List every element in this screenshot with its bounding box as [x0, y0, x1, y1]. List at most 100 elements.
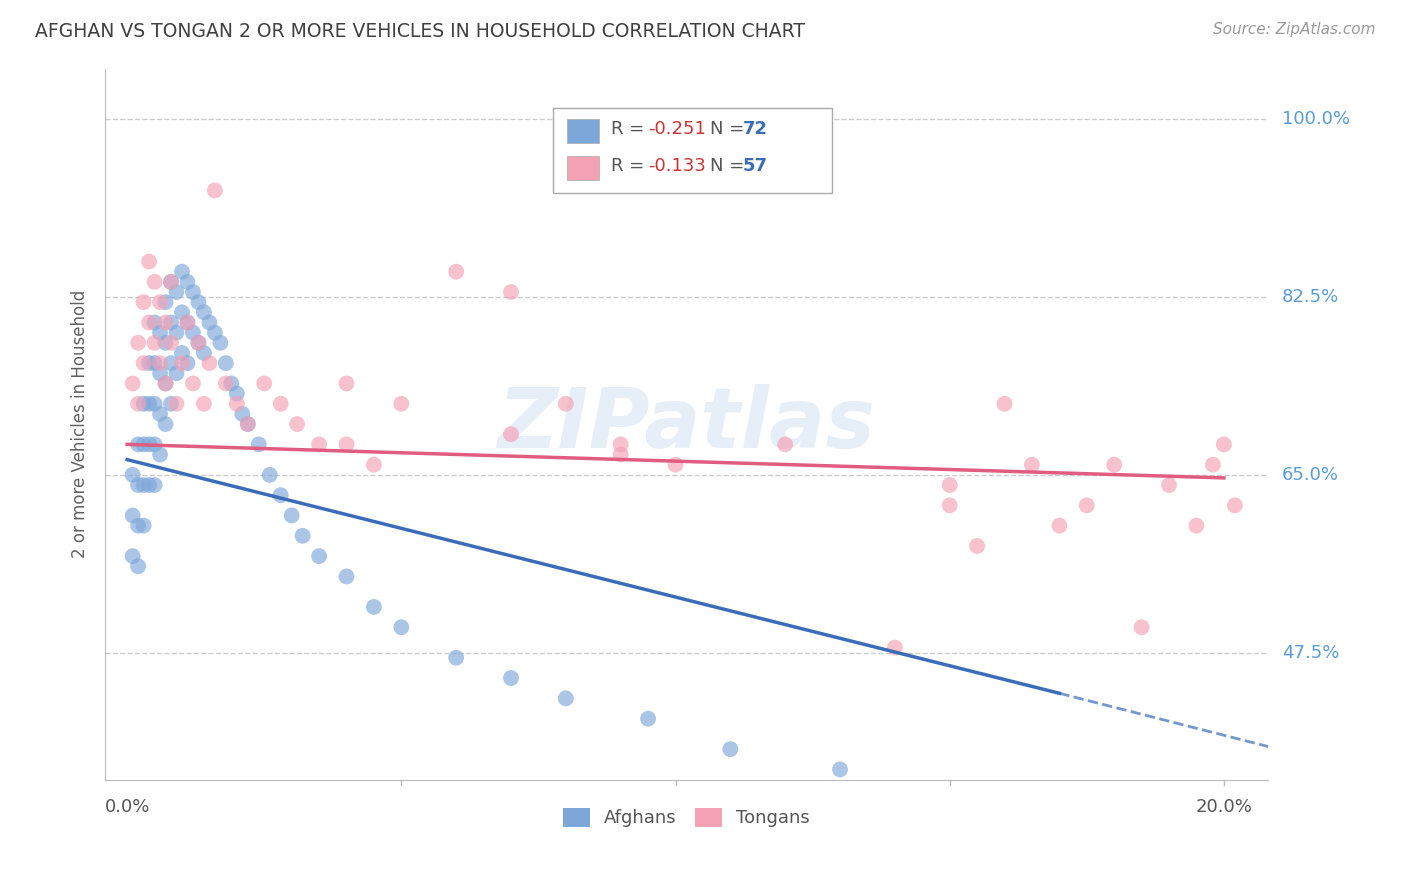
Point — [1185, 518, 1208, 533]
Point — [938, 499, 960, 513]
Text: ZIPatlas: ZIPatlas — [498, 384, 876, 465]
Point — [132, 356, 155, 370]
Point — [236, 417, 259, 431]
Point — [160, 316, 183, 330]
Point — [166, 366, 188, 380]
Point — [160, 356, 183, 370]
Point — [363, 599, 385, 614]
Point — [121, 376, 143, 391]
Point — [155, 335, 177, 350]
Point — [966, 539, 988, 553]
Point — [215, 376, 238, 391]
Point — [176, 275, 198, 289]
Point — [149, 448, 172, 462]
Point — [176, 316, 198, 330]
Point — [1076, 499, 1098, 513]
Point — [149, 326, 172, 340]
Point — [176, 356, 198, 370]
Point — [187, 295, 209, 310]
Point — [444, 265, 467, 279]
Point — [127, 335, 149, 350]
Point — [938, 478, 960, 492]
Point — [143, 397, 166, 411]
Point — [132, 397, 155, 411]
Point — [143, 356, 166, 370]
Point — [121, 467, 143, 482]
Text: 47.5%: 47.5% — [1282, 644, 1339, 662]
Point — [1130, 620, 1153, 634]
Point — [166, 397, 188, 411]
Point — [127, 397, 149, 411]
Point — [187, 335, 209, 350]
Text: 65.0%: 65.0% — [1282, 466, 1339, 483]
Point — [155, 376, 177, 391]
Text: N =: N = — [710, 157, 749, 175]
Point — [1223, 499, 1246, 513]
Point — [198, 316, 221, 330]
Point — [664, 458, 686, 472]
Point — [181, 376, 204, 391]
Point — [132, 295, 155, 310]
Point — [225, 386, 247, 401]
Point — [444, 650, 467, 665]
Point — [204, 183, 226, 197]
Text: 82.5%: 82.5% — [1282, 288, 1339, 306]
Point — [993, 397, 1015, 411]
Text: -0.133: -0.133 — [648, 157, 706, 175]
Point — [1047, 793, 1070, 807]
FancyBboxPatch shape — [553, 108, 832, 193]
Point — [308, 549, 330, 563]
Point — [389, 620, 412, 634]
Text: 72: 72 — [742, 120, 768, 138]
Point — [637, 712, 659, 726]
Point — [187, 335, 209, 350]
Text: 0.0%: 0.0% — [104, 798, 150, 816]
Point — [236, 417, 259, 431]
Point — [204, 326, 226, 340]
Point — [1212, 437, 1234, 451]
Point — [193, 346, 215, 360]
Text: 20.0%: 20.0% — [1195, 798, 1253, 816]
Point — [143, 478, 166, 492]
Point — [121, 508, 143, 523]
Point — [231, 407, 253, 421]
Y-axis label: 2 or more Vehicles in Household: 2 or more Vehicles in Household — [72, 290, 89, 558]
Point — [270, 488, 292, 502]
Point — [193, 397, 215, 411]
Bar — [567, 156, 599, 180]
Point — [259, 467, 281, 482]
Text: N =: N = — [710, 120, 749, 138]
Point — [1157, 478, 1180, 492]
Point — [170, 346, 193, 360]
Point — [160, 275, 183, 289]
Point — [170, 305, 193, 319]
Point — [215, 356, 238, 370]
Point — [335, 376, 357, 391]
Bar — [567, 119, 599, 144]
Text: Source: ZipAtlas.com: Source: ZipAtlas.com — [1212, 22, 1375, 37]
Point — [609, 448, 631, 462]
Point — [155, 295, 177, 310]
Legend: Afghans, Tongans: Afghans, Tongans — [555, 801, 817, 835]
Point — [121, 549, 143, 563]
Point — [363, 458, 385, 472]
Point — [1202, 458, 1225, 472]
Point — [335, 437, 357, 451]
Point — [155, 376, 177, 391]
Point — [773, 437, 796, 451]
Text: 57: 57 — [742, 157, 768, 175]
Point — [160, 397, 183, 411]
Text: -0.251: -0.251 — [648, 120, 706, 138]
Point — [176, 316, 198, 330]
Text: AFGHAN VS TONGAN 2 OR MORE VEHICLES IN HOUSEHOLD CORRELATION CHART: AFGHAN VS TONGAN 2 OR MORE VEHICLES IN H… — [35, 22, 806, 41]
Point — [181, 326, 204, 340]
Point — [143, 275, 166, 289]
Point — [138, 478, 160, 492]
Point — [335, 569, 357, 583]
Point — [1102, 458, 1125, 472]
Point — [193, 305, 215, 319]
Point — [1047, 518, 1070, 533]
Point — [166, 326, 188, 340]
Point — [221, 376, 243, 391]
Point — [127, 518, 149, 533]
